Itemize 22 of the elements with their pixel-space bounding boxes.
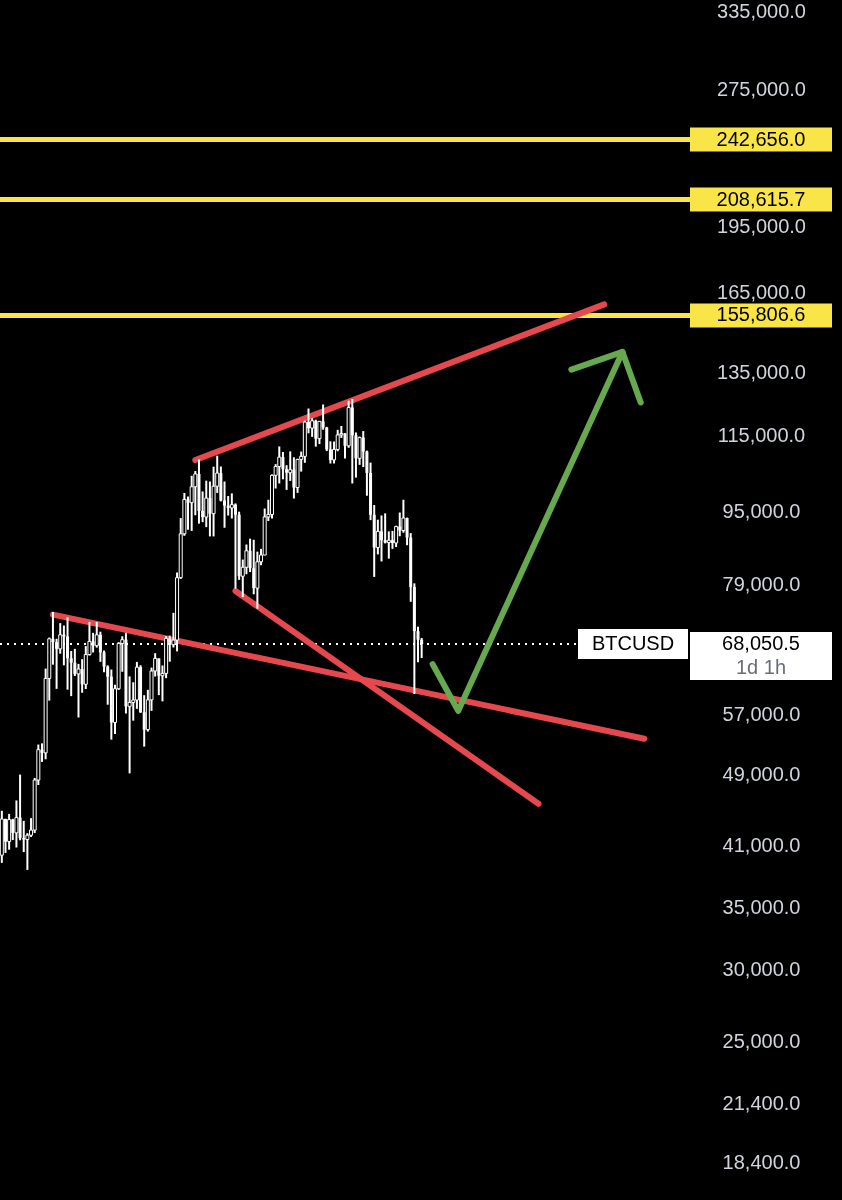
y-tick-label: 79,000.0 bbox=[722, 573, 801, 596]
ref-line-label: 68,050.5 bbox=[722, 632, 800, 655]
y-tick-label: 95,000.0 bbox=[722, 500, 801, 523]
annotation: BTCUSD bbox=[591, 632, 675, 655]
y-tick-label: 35,000.0 bbox=[722, 896, 801, 919]
y-tick-label: 135,000.0 bbox=[717, 360, 806, 383]
y-tick-label: 275,000.0 bbox=[717, 78, 806, 101]
y-tick-label: 25,000.0 bbox=[722, 1029, 801, 1052]
y-tick-label: 195,000.0 bbox=[717, 214, 806, 237]
y-tick-label: 21,400.0 bbox=[722, 1091, 801, 1114]
y-tick-label: 49,000.0 bbox=[722, 762, 801, 785]
ref-line-label: 155,806.6 bbox=[716, 303, 806, 326]
text: 1d 1h bbox=[735, 656, 787, 679]
ref-line-label: 208,615.7 bbox=[716, 187, 806, 210]
y-tick-label: 30,000.0 bbox=[722, 957, 801, 980]
y-tick-label: 41,000.0 bbox=[722, 833, 801, 856]
y-tick-label: 115,000.0 bbox=[717, 424, 806, 447]
ref-line-label: 242,656.0 bbox=[716, 127, 806, 150]
y-tick-label: 165,000.0 bbox=[717, 281, 806, 304]
y-tick-label: 335,000.0 bbox=[717, 0, 806, 23]
y-tick-label: 18,400.0 bbox=[722, 1151, 801, 1174]
y-tick-label: 57,000.0 bbox=[722, 702, 801, 725]
